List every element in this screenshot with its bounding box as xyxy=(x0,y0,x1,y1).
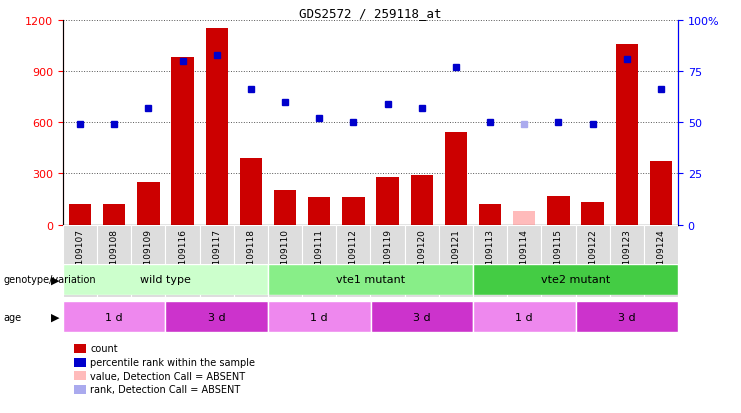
Text: GSM109117: GSM109117 xyxy=(212,229,222,284)
Text: vte2 mutant: vte2 mutant xyxy=(541,275,610,285)
Text: GSM109122: GSM109122 xyxy=(588,229,597,283)
Bar xyxy=(650,162,672,225)
Bar xyxy=(199,225,234,297)
Text: 3 d: 3 d xyxy=(413,312,431,322)
Bar xyxy=(103,205,125,225)
Text: 1 d: 1 d xyxy=(310,312,328,322)
Text: GSM109118: GSM109118 xyxy=(247,229,256,284)
Text: ▶: ▶ xyxy=(50,275,59,285)
Bar xyxy=(308,198,330,225)
Bar xyxy=(69,205,91,225)
Bar xyxy=(514,211,535,225)
Text: 3 d: 3 d xyxy=(618,312,636,322)
Text: count: count xyxy=(90,344,118,354)
Bar xyxy=(240,159,262,225)
Title: GDS2572 / 259118_at: GDS2572 / 259118_at xyxy=(299,7,442,19)
Bar xyxy=(644,225,678,297)
Bar xyxy=(302,225,336,297)
Bar xyxy=(439,225,473,297)
Text: value, Detection Call = ABSENT: value, Detection Call = ABSENT xyxy=(90,371,245,381)
Bar xyxy=(206,29,227,225)
Text: GSM109124: GSM109124 xyxy=(657,229,665,283)
Bar xyxy=(473,264,678,295)
Text: rank, Detection Call = ABSENT: rank, Detection Call = ABSENT xyxy=(90,385,241,394)
Bar xyxy=(479,205,501,225)
Text: GSM109115: GSM109115 xyxy=(554,229,563,284)
Bar xyxy=(97,225,131,297)
Text: GSM109109: GSM109109 xyxy=(144,229,153,284)
Text: age: age xyxy=(4,312,21,322)
Text: 3 d: 3 d xyxy=(208,312,225,322)
Bar xyxy=(171,58,193,225)
Bar xyxy=(473,225,507,297)
Bar xyxy=(63,301,165,332)
Bar xyxy=(411,176,433,225)
Bar xyxy=(268,301,370,332)
Text: GSM109108: GSM109108 xyxy=(110,229,119,284)
Text: GSM109107: GSM109107 xyxy=(76,229,84,284)
Bar xyxy=(576,301,678,332)
Bar xyxy=(268,225,302,297)
Bar xyxy=(582,203,604,225)
Bar xyxy=(137,183,159,225)
Bar xyxy=(548,196,570,225)
Text: 1 d: 1 d xyxy=(516,312,533,322)
Bar xyxy=(507,225,542,297)
Text: genotype/variation: genotype/variation xyxy=(4,275,96,285)
Text: GSM109110: GSM109110 xyxy=(281,229,290,284)
Text: vte1 mutant: vte1 mutant xyxy=(336,275,405,285)
Text: 1 d: 1 d xyxy=(105,312,123,322)
Text: GSM109121: GSM109121 xyxy=(451,229,460,283)
Text: percentile rank within the sample: percentile rank within the sample xyxy=(90,357,256,367)
Bar xyxy=(610,225,644,297)
Bar xyxy=(405,225,439,297)
Bar xyxy=(376,178,399,225)
Text: wild type: wild type xyxy=(140,275,191,285)
Text: GSM109114: GSM109114 xyxy=(519,229,529,283)
Text: GSM109123: GSM109123 xyxy=(622,229,631,283)
Bar xyxy=(445,133,467,225)
Bar xyxy=(63,225,97,297)
Bar xyxy=(542,225,576,297)
Bar xyxy=(165,301,268,332)
Bar xyxy=(370,225,405,297)
Text: GSM109116: GSM109116 xyxy=(178,229,187,284)
Bar xyxy=(342,198,365,225)
Bar xyxy=(268,264,473,295)
Bar xyxy=(370,301,473,332)
Text: GSM109111: GSM109111 xyxy=(315,229,324,284)
Bar xyxy=(131,225,165,297)
Bar xyxy=(576,225,610,297)
Bar xyxy=(165,225,199,297)
Bar xyxy=(234,225,268,297)
Text: GSM109112: GSM109112 xyxy=(349,229,358,283)
Text: ▶: ▶ xyxy=(50,312,59,322)
Bar xyxy=(63,264,268,295)
Bar xyxy=(616,45,638,225)
Text: GSM109120: GSM109120 xyxy=(417,229,426,283)
Bar xyxy=(274,191,296,225)
Text: GSM109113: GSM109113 xyxy=(485,229,494,284)
Bar xyxy=(473,301,576,332)
Bar xyxy=(336,225,370,297)
Text: GSM109119: GSM109119 xyxy=(383,229,392,284)
